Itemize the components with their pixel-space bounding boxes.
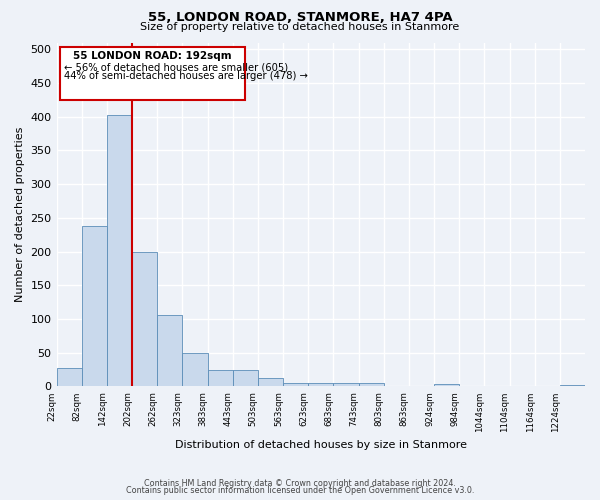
Text: 44% of semi-detached houses are larger (478) →: 44% of semi-detached houses are larger (… bbox=[64, 72, 308, 82]
Text: Contains HM Land Registry data © Crown copyright and database right 2024.: Contains HM Land Registry data © Crown c… bbox=[144, 478, 456, 488]
Bar bbox=[107, 114, 132, 386]
Text: Size of property relative to detached houses in Stanmore: Size of property relative to detached ho… bbox=[140, 22, 460, 32]
Bar bbox=[56, 368, 82, 386]
Text: 55, LONDON ROAD, STANMORE, HA7 4PA: 55, LONDON ROAD, STANMORE, HA7 4PA bbox=[148, 11, 452, 24]
Bar bbox=[308, 383, 334, 386]
Text: 55 LONDON ROAD: 192sqm: 55 LONDON ROAD: 192sqm bbox=[73, 52, 232, 62]
Bar bbox=[334, 383, 359, 386]
Text: Contains public sector information licensed under the Open Government Licence v3: Contains public sector information licen… bbox=[126, 486, 474, 495]
Bar bbox=[182, 354, 208, 386]
Text: ← 56% of detached houses are smaller (605): ← 56% of detached houses are smaller (60… bbox=[64, 62, 288, 72]
Bar bbox=[82, 226, 107, 386]
Bar bbox=[208, 370, 233, 386]
Y-axis label: Number of detached properties: Number of detached properties bbox=[15, 127, 25, 302]
Bar bbox=[283, 383, 308, 386]
Bar bbox=[434, 384, 459, 386]
Bar bbox=[157, 315, 182, 386]
Bar bbox=[132, 252, 157, 386]
Bar bbox=[258, 378, 283, 386]
Bar bbox=[560, 385, 585, 386]
Bar bbox=[233, 370, 258, 386]
FancyBboxPatch shape bbox=[61, 47, 245, 100]
Bar bbox=[359, 383, 383, 386]
X-axis label: Distribution of detached houses by size in Stanmore: Distribution of detached houses by size … bbox=[175, 440, 467, 450]
